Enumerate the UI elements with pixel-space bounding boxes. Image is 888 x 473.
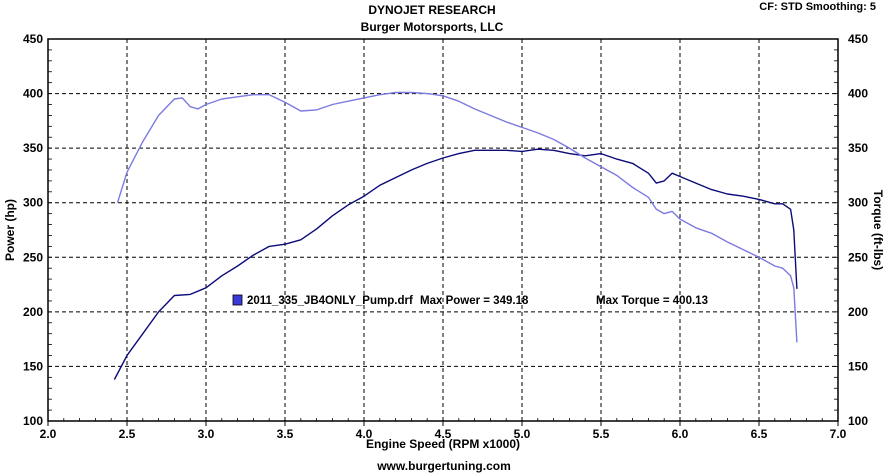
left-y-axis-ticks: 100 150 200 250 300 350 400 450 (23, 32, 52, 428)
y-left-tick-label: 350 (23, 141, 43, 155)
y-left-tick-label: 300 (23, 196, 43, 210)
x-tick-label: 5.5 (593, 427, 610, 441)
grid (48, 39, 838, 421)
legend-swatch (232, 294, 243, 306)
legend-max-power: Max Power = 349.18 (420, 295, 529, 307)
x-tick-label: 2.0 (40, 427, 57, 441)
y-right-tick-label: 250 (848, 250, 868, 264)
y-right-tick-label: 100 (848, 414, 868, 428)
x-tick-label: 6.0 (672, 427, 689, 441)
x-axis-label: Engine Speed (RPM x1000) (366, 437, 520, 451)
chart-title: DYNOJET RESEARCH (368, 3, 495, 17)
right-y-axis-ticks: 100 150 200 250 300 350 400 450 (834, 32, 868, 428)
y-left-tick-label: 100 (23, 414, 43, 428)
x-tick-label: 4.0 (356, 427, 373, 441)
y-right-tick-label: 200 (848, 305, 868, 319)
torque-line (116, 91, 798, 343)
left-y-axis-label: Power (hp) (3, 199, 17, 261)
y-left-tick-label: 450 (23, 32, 43, 46)
x-tick-label: 7.0 (830, 427, 847, 441)
footer-website: www.burgertuning.com (376, 459, 511, 473)
series-lines (113, 91, 798, 380)
x-tick-label: 2.5 (119, 427, 136, 441)
x-tick-label: 3.0 (198, 427, 215, 441)
x-tick-label: 4.5 (435, 427, 452, 441)
y-right-tick-label: 350 (848, 141, 868, 155)
y-right-tick-label: 400 (848, 87, 868, 101)
chart-subtitle: Burger Motorsports, LLC (361, 20, 504, 34)
x-axis-ticks: 2.0 2.5 3.0 3.5 4.0 4.5 5.0 5.5 6.0 6.5 7.0 (40, 418, 847, 441)
y-left-tick-label: 250 (23, 250, 43, 264)
x-tick-label: 3.5 (277, 427, 294, 441)
x-tick-label: 5.0 (514, 427, 531, 441)
y-right-tick-label: 450 (848, 32, 868, 46)
y-right-tick-label: 150 (848, 359, 868, 373)
x-tick-label: 6.5 (751, 427, 768, 441)
y-left-tick-label: 400 (23, 87, 43, 101)
y-right-tick-label: 300 (848, 196, 868, 210)
right-y-axis-label: Torque (ft-lbs) (871, 190, 885, 270)
legend-max-torque: Max Torque = 400.13 (596, 295, 708, 307)
y-left-tick-label: 200 (23, 305, 43, 319)
y-left-tick-label: 150 (23, 359, 43, 373)
legend-run-name: 2011_335_JB4ONLY_Pump.drf (247, 295, 413, 307)
legend: 2011_335_JB4ONLY_Pump.drf Max Power = 34… (232, 294, 708, 307)
power-line (113, 148, 798, 380)
settings-label: CF: STD Smoothing: 5 (759, 1, 876, 13)
